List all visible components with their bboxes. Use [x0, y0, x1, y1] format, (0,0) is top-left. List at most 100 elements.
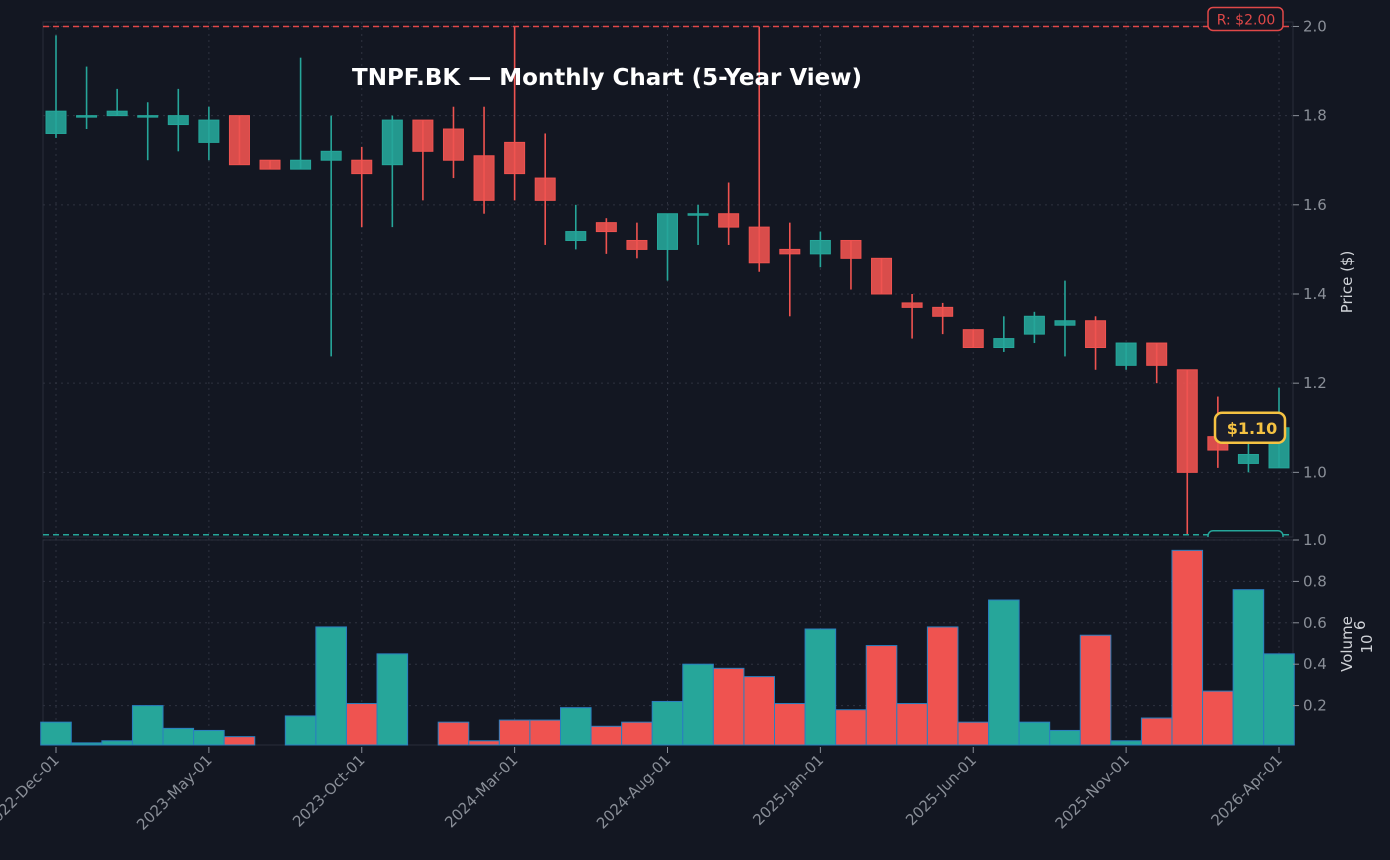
volume-bar	[468, 740, 500, 746]
volume-tick-label: 0.2	[1303, 697, 1327, 715]
candle-body	[504, 141, 526, 175]
candle-body	[779, 248, 801, 255]
support-label: S: $0.86	[1217, 536, 1275, 552]
volume-bar	[651, 700, 684, 746]
volume-bar	[865, 645, 898, 746]
candle-body	[657, 213, 678, 250]
volume-bar	[193, 729, 225, 746]
volume-bar	[1110, 740, 1142, 746]
candle-body	[1054, 320, 1076, 326]
candle-body	[106, 110, 128, 117]
volume-bar	[284, 715, 317, 746]
volume-bar	[437, 721, 470, 746]
y-tick-label: 2.0	[1303, 17, 1327, 35]
candle-body	[259, 159, 281, 170]
candle-body	[473, 155, 495, 201]
last-price-label: $1.10	[1227, 419, 1278, 438]
candles	[45, 26, 1290, 535]
volume-bar	[1079, 634, 1112, 746]
candle-body	[412, 119, 434, 152]
volume-bar	[621, 721, 653, 746]
candle-body	[1176, 369, 1198, 473]
volume-bar	[315, 626, 347, 746]
volume-bar	[804, 628, 837, 746]
volume-unit: 10 6	[1351, 620, 1376, 653]
last-price-badge	[1213, 411, 1287, 445]
volume-tick-label: 0.4	[1303, 655, 1327, 673]
candle-body	[993, 338, 1015, 348]
y-tick-label: 1.2	[1303, 374, 1327, 392]
volume-bar	[223, 736, 256, 746]
volume-bar	[774, 703, 806, 746]
volume-bar	[101, 740, 133, 746]
volume-bar	[1140, 717, 1173, 746]
volume-bar	[835, 709, 867, 746]
volume-bar	[376, 653, 409, 746]
candle-body	[901, 302, 923, 308]
volume-bar	[682, 663, 714, 746]
y-tick-label: 1.4	[1303, 285, 1327, 303]
candle-body	[809, 239, 831, 255]
y-tick-label: 1.6	[1303, 196, 1327, 214]
volume-tick-label: 0.6	[1303, 614, 1327, 632]
candle-body	[320, 150, 342, 161]
candle-body	[718, 213, 740, 228]
volume-bar	[590, 725, 623, 746]
support-label-box	[1207, 530, 1284, 537]
candle-body	[45, 110, 67, 134]
volume-bar	[498, 719, 531, 746]
candle-body	[351, 159, 373, 175]
y-axis-label: Price ($)	[1338, 251, 1356, 314]
volume-bar	[70, 742, 103, 746]
candle-body	[1146, 342, 1168, 366]
resistance-label: R: $2.00	[1217, 12, 1276, 28]
y-tick-label: 1.8	[1303, 107, 1327, 125]
candle-body	[932, 306, 954, 317]
volume-bar	[712, 667, 745, 746]
candle-body	[167, 115, 189, 126]
candle-body	[1237, 454, 1259, 464]
candle-body	[228, 115, 250, 166]
volume-bar	[345, 703, 378, 746]
candle-body	[748, 226, 770, 264]
volume-bar	[896, 703, 928, 746]
candle-body	[381, 119, 403, 166]
candle-body	[1085, 320, 1107, 348]
volume-bar	[162, 727, 195, 746]
volume-bar	[926, 626, 959, 746]
volume-bar	[957, 721, 990, 746]
candle-body	[626, 239, 648, 250]
candle-body	[595, 222, 617, 233]
candle-body	[962, 329, 984, 348]
y-tick-label: 1.0	[1303, 463, 1327, 481]
candle-body	[1023, 315, 1045, 335]
volume-bar	[1018, 721, 1051, 746]
volume-axis-label: Volume	[1338, 616, 1356, 672]
resistance-label-box	[1207, 6, 1284, 32]
support-label-group: S: $0.86	[1207, 530, 1284, 552]
candle-body	[137, 115, 159, 118]
volume-bar	[1232, 589, 1265, 746]
candle-body	[840, 239, 862, 259]
candle-body	[534, 177, 556, 201]
volume-tick-label: 1.0	[1303, 531, 1327, 549]
volume-unit-base: 10	[1358, 634, 1376, 653]
volume-bar	[743, 676, 776, 746]
volume-bar	[1202, 690, 1234, 746]
candle-body	[871, 257, 893, 295]
volume-bar	[1171, 549, 1204, 746]
volume-bar	[529, 719, 561, 746]
volume-bar	[131, 705, 164, 746]
volume-bar	[40, 721, 72, 746]
candle-body	[198, 119, 220, 143]
volume-bars	[40, 549, 1295, 746]
candle-body	[687, 213, 709, 216]
volume-bar	[1263, 653, 1295, 746]
candle-body	[76, 115, 98, 118]
candle-body	[442, 128, 464, 161]
chart-title: TNPF.BK — Monthly Chart (5-Year View)	[352, 65, 862, 91]
candle-body	[290, 159, 312, 170]
volume-unit-exponent: 6	[1351, 620, 1369, 630]
levels: R: $2.00 S: $0.86 $1.10	[43, 6, 1293, 552]
